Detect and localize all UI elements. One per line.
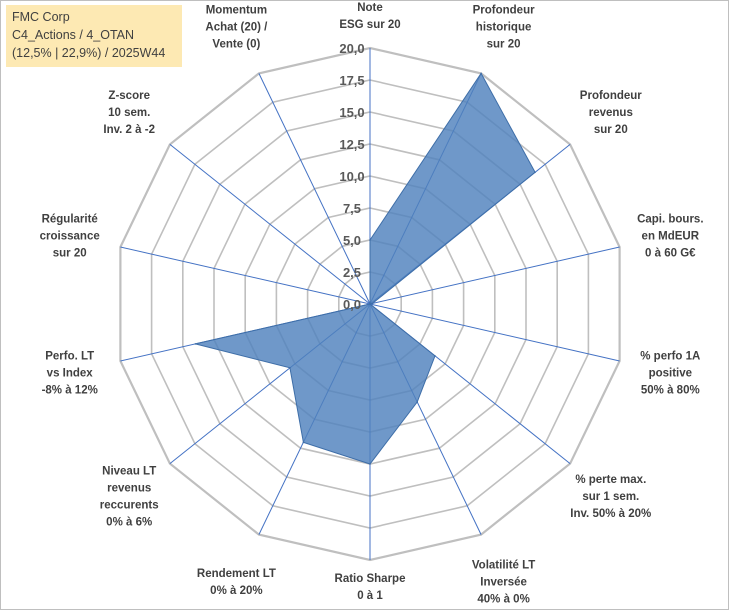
data-point-10 (194, 343, 197, 345)
axis-spoke-13 (258, 73, 371, 305)
data-point-0 (369, 239, 371, 241)
tick-label-7: 17,5 (339, 73, 364, 88)
tick-label-3: 7,5 (343, 201, 361, 216)
radar-series (194, 72, 536, 465)
data-point-5 (434, 355, 436, 357)
data-point-13 (369, 303, 371, 305)
axis-label-8: Rendement LT 0% à 20% (197, 568, 276, 597)
axis-spoke-4 (369, 303, 620, 362)
axis-label-2: Profondeur revenus sur 20 (580, 90, 642, 136)
data-point-2 (534, 171, 536, 174)
tick-label-1: 2,5 (343, 265, 361, 280)
axis-label-10: Perfo. LT vs Index -8% à 12% (42, 351, 98, 397)
data-point-3 (371, 302, 374, 305)
info-period: (12,5% | 22,9%) / 2025W44 (12, 46, 166, 60)
tick-label-8: 20,0 (339, 41, 364, 56)
tick-label-0: 0,0 (343, 297, 361, 312)
axis-spoke-12 (169, 144, 371, 305)
tick-label-5: 12,5 (339, 137, 364, 152)
info-box: FMC Corp C4_Actions / 4_OTAN (12,5% | 22… (6, 5, 182, 67)
info-category: C4_Actions / 4_OTAN (12, 28, 135, 42)
data-point-1 (480, 72, 482, 75)
axis-label-11: Régularité croissance sur 20 (40, 214, 100, 260)
data-point-8 (302, 441, 305, 444)
tick-label-4: 10,0 (339, 169, 364, 184)
axis-label-1: Profondeur historique sur 20 (473, 5, 535, 51)
axis-label-7: Ratio Sharpe 0 à 1 (335, 573, 406, 602)
tick-label-6: 15,0 (339, 105, 364, 120)
info-company: FMC Corp (12, 10, 70, 24)
axis-label-12: Z-score 10 sem. Inv. 2 à -2 (103, 90, 155, 136)
data-point-7 (369, 463, 371, 465)
axis-label-4: % perfo 1A positive 50% à 80% (640, 351, 700, 397)
axis-spoke-11 (120, 246, 371, 305)
tick-label-2: 5,0 (343, 233, 361, 248)
axis-label-5: % perte max. sur 1 sem. Inv. 50% à 20% (570, 474, 651, 520)
axis-label-6: Volatilité LT Inversée 40% à 0% (472, 560, 535, 606)
axis-label-9: Niveau LT revenus reccurents 0% à 6% (100, 466, 159, 529)
axis-label-3: Capi. bours. en MdEUR 0 à 60 G€ (637, 214, 703, 260)
data-point-9 (289, 367, 291, 369)
radial-tick-labels: 0,0 2,5 5,0 7,5 10,0 12,5 15,0 17,5 20,0 (339, 41, 364, 312)
axis-label-0: Note ESG sur 20 (339, 2, 400, 31)
axis-spoke-3 (369, 246, 620, 305)
data-point-6 (416, 401, 419, 403)
axis-label-13: Momentum Achat (20) / Vente (0) (205, 5, 268, 51)
axis-labels: Note ESG sur 20 Profondeur historique sur 20… (40, 2, 704, 606)
